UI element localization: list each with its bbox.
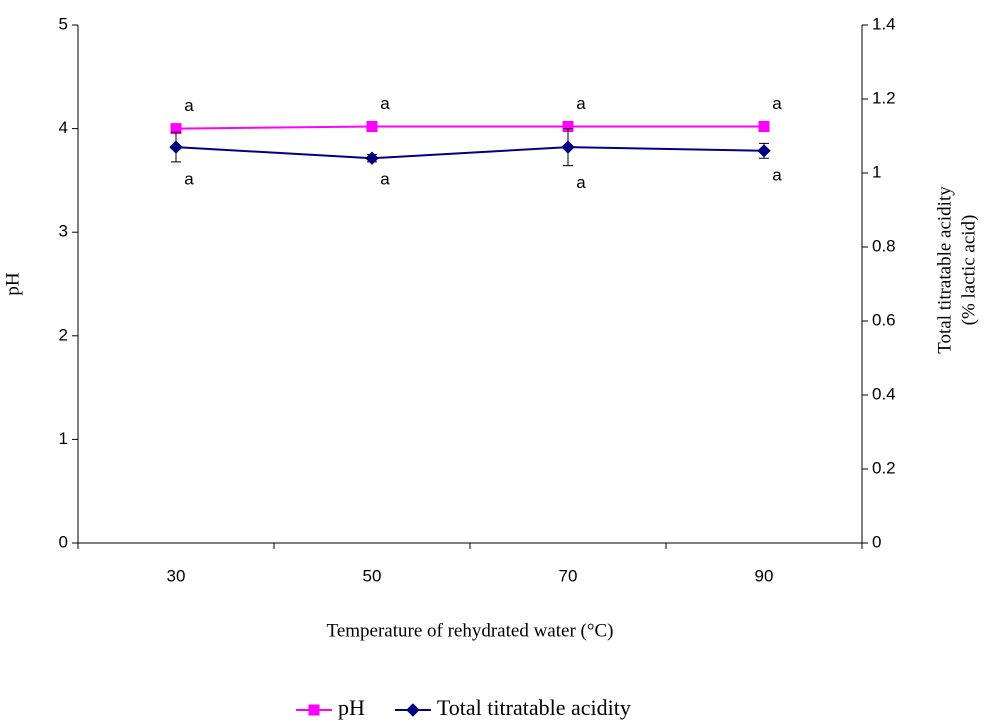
legend-marker — [309, 705, 319, 715]
x-tick-label: 90 — [755, 566, 774, 585]
y2-tick-label: 0.8 — [872, 236, 896, 255]
y-tick-label: 2 — [59, 325, 68, 344]
y-tick-label: 1 — [59, 429, 68, 448]
significance-letter: a — [772, 166, 782, 185]
y-tick-label: 4 — [59, 118, 68, 137]
y2-axis-title: Total titratable acidity — [934, 186, 955, 354]
series-line — [176, 147, 764, 158]
chart: Temperature of rehydrated water (°C) pH … — [0, 0, 992, 726]
y-tick-label: 3 — [59, 222, 68, 241]
significance-letter: a — [380, 169, 390, 188]
data-point — [758, 145, 770, 157]
y2-tick-label: 1 — [872, 162, 881, 181]
y2-tick-label: 1.2 — [872, 88, 896, 107]
data-point — [367, 122, 377, 132]
x-tick-label: 50 — [363, 566, 382, 585]
x-axis-title: Temperature of rehydrated water (°C) — [327, 620, 614, 641]
x-tick-label: 70 — [559, 566, 578, 585]
y-tick-label: 0 — [59, 532, 68, 551]
significance-letter: a — [380, 94, 390, 113]
data-point — [170, 141, 182, 153]
significance-letter: a — [576, 173, 586, 192]
data-point — [562, 141, 574, 153]
page: Temperature of rehydrated water (°C) pH … — [0, 0, 992, 726]
significance-letter: a — [184, 169, 194, 188]
y-axis-title: pH — [2, 272, 23, 296]
legend-label: Total titratable acidity — [437, 695, 631, 720]
y2-tick-label: 0.4 — [872, 384, 896, 403]
x-tick-label: 30 — [167, 566, 186, 585]
significance-letter: a — [184, 96, 194, 115]
y2-tick-label: 1.4 — [872, 14, 896, 33]
y2-axis-title: (% lactic acid) — [958, 215, 979, 326]
significance-letter: a — [576, 94, 586, 113]
y2-tick-label: 0.2 — [872, 458, 896, 477]
y2-tick-label: 0 — [872, 532, 881, 551]
data-point — [759, 122, 769, 132]
y-tick-label: 5 — [59, 14, 68, 33]
series-line — [176, 127, 764, 129]
y2-tick-label: 0.6 — [872, 310, 896, 329]
legend-marker — [407, 704, 419, 716]
legend-label: pH — [338, 695, 365, 720]
significance-letter: a — [772, 94, 782, 113]
